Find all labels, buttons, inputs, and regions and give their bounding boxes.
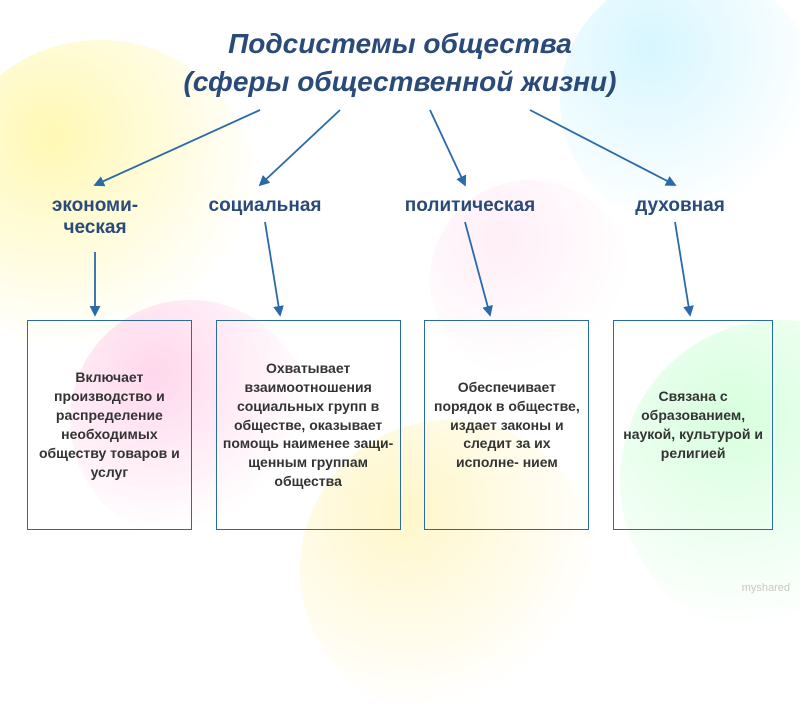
arrow: [675, 222, 690, 315]
category-label: ческая: [25, 217, 165, 239]
description-box-0: Включает производство и распределение не…: [27, 320, 192, 530]
category-2: политическая: [370, 195, 570, 217]
arrow: [430, 110, 465, 185]
category-label: духовная: [635, 195, 725, 216]
category-label: социальная: [209, 195, 322, 216]
arrow: [95, 110, 260, 185]
category-label: политическая: [405, 195, 535, 216]
description-box-1: Охватывает взаимоотношения социальных гр…: [216, 320, 401, 530]
description-text: Связана с образованием, наукой, культуро…: [620, 387, 766, 463]
description-box-2: Обеспечивает порядок в обществе, издает …: [424, 320, 589, 530]
watermark: myshared: [742, 582, 790, 594]
category-label: экономи-: [52, 195, 138, 216]
category-0: экономи-ческая: [25, 195, 165, 239]
arrow: [260, 110, 340, 185]
title-line-2: (сферы общественной жизни): [0, 63, 800, 101]
description-text: Охватывает взаимоотношения социальных гр…: [223, 359, 394, 491]
title-line-1: Подсистемы общества: [0, 25, 800, 63]
arrow: [465, 222, 490, 315]
description-box-3: Связана с образованием, наукой, культуро…: [613, 320, 773, 530]
description-text: Обеспечивает порядок в обществе, издает …: [431, 378, 582, 472]
description-text: Включает производство и распределение не…: [34, 368, 185, 481]
arrow: [530, 110, 675, 185]
arrow: [265, 222, 280, 315]
category-3: духовная: [605, 195, 755, 217]
diagram-title: Подсистемы общества (сферы общественной …: [0, 0, 800, 101]
description-row: Включает производство и распределение не…: [0, 320, 800, 530]
category-1: социальная: [180, 195, 350, 217]
